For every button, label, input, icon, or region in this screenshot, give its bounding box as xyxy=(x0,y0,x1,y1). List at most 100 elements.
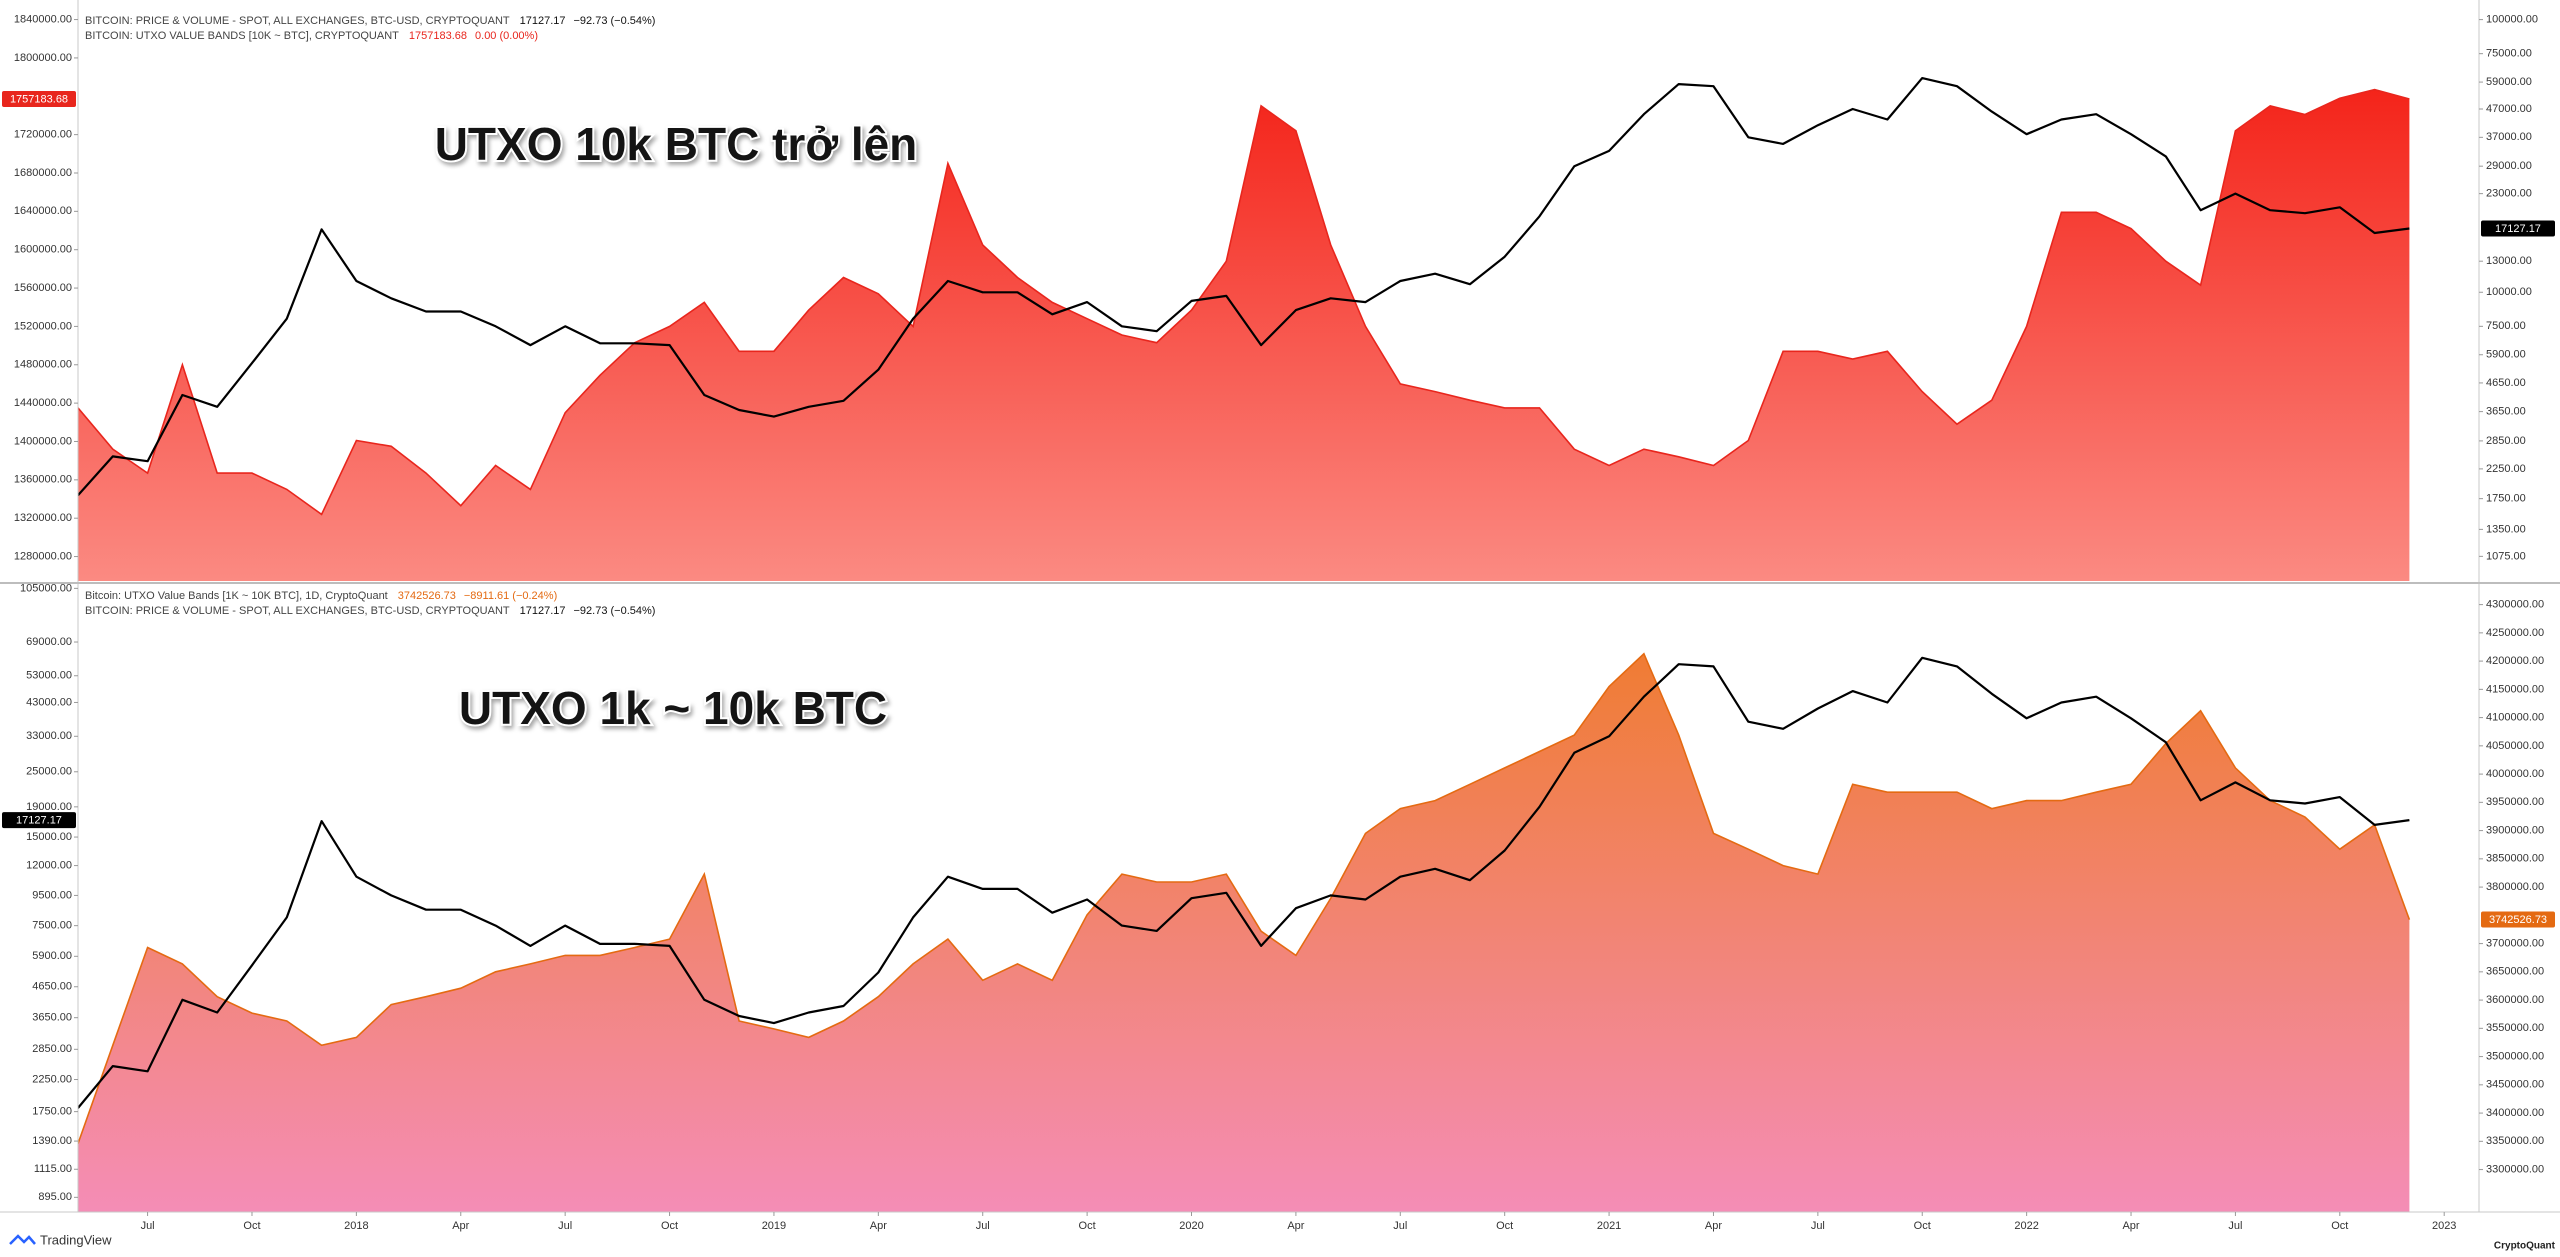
y-tick-label: 25000.00 xyxy=(26,766,72,778)
y2-tick-label: 3850000.00 xyxy=(2486,853,2544,865)
y-tick-label: 4650.00 xyxy=(32,981,72,993)
line xyxy=(78,77,2410,497)
legend-last: 17127.17 xyxy=(520,605,566,617)
y-tick-label: 1750.00 xyxy=(32,1106,72,1118)
last-value-label: 17127.17 xyxy=(2495,223,2541,235)
y2-tick-label: 3400000.00 xyxy=(2486,1107,2544,1119)
y2-tick-label: 3550000.00 xyxy=(2486,1022,2544,1034)
y2-tick-label: 3450000.00 xyxy=(2486,1079,2544,1091)
y-tick-label: 33000.00 xyxy=(26,730,72,742)
y-tick-label: 9500.00 xyxy=(32,889,72,901)
y2-tick-label: 2850.00 xyxy=(2486,435,2526,447)
x-tick-label: Jul xyxy=(141,1220,155,1232)
y2-tick-label: 3350000.00 xyxy=(2486,1135,2544,1147)
tradingview-logo: TradingView xyxy=(9,1232,112,1247)
area xyxy=(78,89,2410,581)
y2-tick-label: 4100000.00 xyxy=(2486,712,2544,724)
y2-tick-label: 3300000.00 xyxy=(2486,1163,2544,1175)
y2-tick-label: 3650.00 xyxy=(2486,406,2526,418)
x-tick-label: Oct xyxy=(243,1220,260,1232)
footer-left: TradingView xyxy=(40,1232,112,1247)
x-tick-label: Oct xyxy=(1496,1220,1513,1232)
last-value-badge xyxy=(2,90,76,107)
y-tick-label: 1640000.00 xyxy=(14,205,72,217)
y2-tick-label: 47000.00 xyxy=(2486,103,2532,115)
legend-last: 17127.17 xyxy=(520,15,566,27)
y-tick-label: 1520000.00 xyxy=(14,320,72,332)
y-tick-label: 1440000.00 xyxy=(14,397,72,409)
last-value-label: 17127.17 xyxy=(16,815,62,827)
legend-last: 3742526.73 xyxy=(398,590,456,602)
x-tick-label: Apr xyxy=(452,1220,469,1232)
y2-tick-label: 3650000.00 xyxy=(2486,966,2544,978)
annotation: UTXO 1k ~ 10k BTC xyxy=(459,682,887,734)
last-value-label: 1757183.68 xyxy=(10,93,68,105)
x-tick-label: 2022 xyxy=(2014,1220,2038,1232)
y-tick-label: 1390.00 xyxy=(32,1135,72,1147)
x-tick-label: Oct xyxy=(2331,1220,2348,1232)
y2-tick-label: 100000.00 xyxy=(2486,14,2538,26)
y-tick-label: 1800000.00 xyxy=(14,52,72,64)
y2-tick-label: 4250000.00 xyxy=(2486,627,2544,639)
y2-tick-label: 4200000.00 xyxy=(2486,655,2544,667)
y-tick-label: 1320000.00 xyxy=(14,512,72,524)
last-value-badge xyxy=(2,812,76,829)
legend-line: Bitcoin: UTXO Value Bands [1K ~ 10K BTC]… xyxy=(85,590,557,602)
legend-line: BITCOIN: UTXO VALUE BANDS [10K ~ BTC], C… xyxy=(85,30,538,42)
y2-tick-label: 4000000.00 xyxy=(2486,768,2544,780)
legend-name: BITCOIN: PRICE & VOLUME - SPOT, ALL EXCH… xyxy=(85,15,510,27)
legend-name: BITCOIN: PRICE & VOLUME - SPOT, ALL EXCH… xyxy=(85,605,510,617)
legend-change: −8911.61 (−0.24%) xyxy=(464,590,557,602)
y-tick-label: 1600000.00 xyxy=(14,244,72,256)
area-edge xyxy=(78,88,2410,516)
y-tick-label: 2850.00 xyxy=(32,1043,72,1055)
y2-tick-label: 59000.00 xyxy=(2486,76,2532,88)
y2-tick-label: 23000.00 xyxy=(2486,188,2532,200)
y-tick-label: 895.00 xyxy=(38,1191,72,1203)
y2-tick-label: 37000.00 xyxy=(2486,131,2532,143)
y2-tick-label: 1350.00 xyxy=(2486,523,2526,535)
last-value-label: 3742526.73 xyxy=(2489,914,2547,926)
y2-tick-label: 4300000.00 xyxy=(2486,599,2544,611)
x-tick-label: Jul xyxy=(1393,1220,1407,1232)
y-tick-label: 5900.00 xyxy=(32,950,72,962)
y-tick-label: 2250.00 xyxy=(32,1073,72,1085)
y-tick-label: 1360000.00 xyxy=(14,474,72,486)
y2-tick-label: 3500000.00 xyxy=(2486,1050,2544,1062)
pane-top xyxy=(78,77,2410,581)
y2-tick-label: 29000.00 xyxy=(2486,160,2532,172)
x-tick-label: Jul xyxy=(1811,1220,1825,1232)
x-tick-label: Apr xyxy=(1287,1220,1304,1232)
y2-tick-label: 3700000.00 xyxy=(2486,937,2544,949)
legend-name: Bitcoin: UTXO Value Bands [1K ~ 10K BTC]… xyxy=(85,590,388,602)
x-tick-label: Apr xyxy=(1705,1220,1722,1232)
legend-change: −92.73 (−0.54%) xyxy=(574,15,656,27)
x-tick-label: Apr xyxy=(870,1220,887,1232)
y-tick-label: 1115.00 xyxy=(34,1163,72,1175)
x-tick-label: 2023 xyxy=(2432,1220,2456,1232)
y-tick-label: 1720000.00 xyxy=(14,129,72,141)
legend-line: BITCOIN: PRICE & VOLUME - SPOT, ALL EXCH… xyxy=(85,15,655,27)
y-tick-label: 1280000.00 xyxy=(14,550,72,562)
y2-tick-label: 10000.00 xyxy=(2486,286,2532,298)
legend-line: BITCOIN: PRICE & VOLUME - SPOT, ALL EXCH… xyxy=(85,605,655,617)
y2-tick-label: 75000.00 xyxy=(2486,48,2532,60)
y-tick-label: 1480000.00 xyxy=(14,359,72,371)
line xyxy=(78,656,2410,1109)
annotation: UTXO 10k BTC trở lên xyxy=(435,118,918,170)
x-tick-label: Oct xyxy=(1914,1220,1931,1232)
legend-change: −92.73 (−0.54%) xyxy=(574,605,656,617)
x-tick-label: 2021 xyxy=(1597,1220,1621,1232)
y2-tick-label: 3950000.00 xyxy=(2486,796,2544,808)
y-tick-label: 1840000.00 xyxy=(14,13,72,25)
y-tick-label: 1400000.00 xyxy=(14,435,72,447)
last-value-badge xyxy=(2481,911,2555,928)
y2-tick-label: 4150000.00 xyxy=(2486,683,2544,695)
x-tick-label: Jul xyxy=(976,1220,990,1232)
y2-tick-label: 1075.00 xyxy=(2486,550,2526,562)
pane-bottom xyxy=(78,652,2411,1212)
y2-tick-label: 5900.00 xyxy=(2486,349,2526,361)
y-tick-label: 15000.00 xyxy=(26,831,72,843)
x-tick-label: 2018 xyxy=(344,1220,368,1232)
